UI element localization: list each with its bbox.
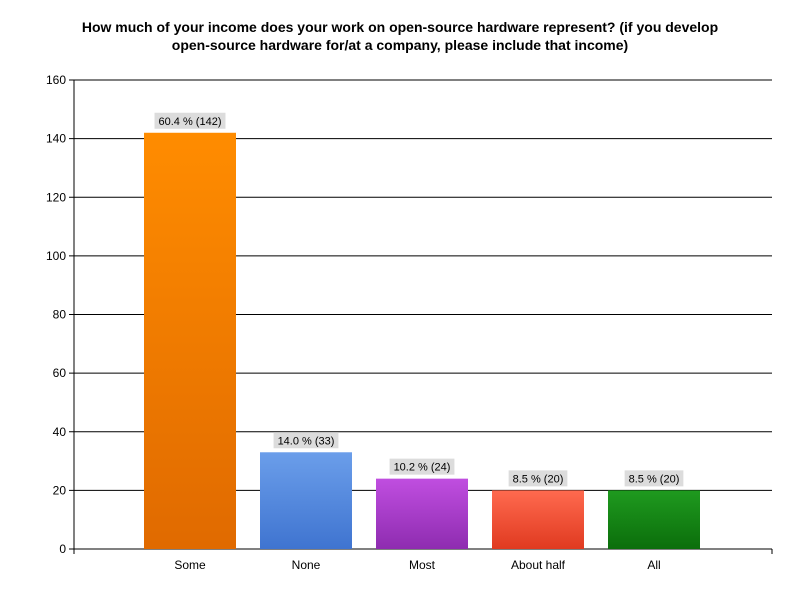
chart-title: How much of your income does your work o… <box>82 19 718 53</box>
data-label: 60.4 % (142) <box>154 112 226 129</box>
y-tick-label: 140 <box>46 132 66 146</box>
y-tick-label: 40 <box>53 425 67 439</box>
bar-about-half <box>492 490 584 549</box>
data-label-text: 60.4 % (142) <box>159 116 222 128</box>
y-tick-label: 0 <box>59 542 66 556</box>
chart-title-line-2: open-source hardware for/at a company, p… <box>172 37 628 53</box>
y-tick-label: 160 <box>46 73 66 87</box>
bar-all <box>608 490 700 549</box>
data-label-box <box>624 470 684 487</box>
y-tick-label: 80 <box>53 308 67 322</box>
data-label-text: 10.2 % (24) <box>394 462 451 474</box>
data-label: 8.5 % (20) <box>624 470 684 487</box>
chart-title-line-1: How much of your income does your work o… <box>82 19 718 35</box>
data-labels: 60.4 % (142) 14.0 % (33) 10.2 % (24) 8.5 % … <box>154 112 684 487</box>
data-label-box <box>154 112 226 129</box>
data-label: 14.0 % (33) <box>273 432 339 449</box>
data-label-text: 14.0 % (33) <box>278 435 335 447</box>
data-label: 10.2 % (24) <box>389 458 455 475</box>
bar-most <box>376 478 468 549</box>
x-tick-label: Most <box>409 558 436 572</box>
y-tick-label: 120 <box>46 190 66 204</box>
x-tick-label: All <box>647 558 660 572</box>
x-tick-label: About half <box>511 558 566 572</box>
data-label: 8.5 % (20) <box>508 470 568 487</box>
y-tick-label: 20 <box>53 483 67 497</box>
data-label-box <box>273 432 339 449</box>
bars <box>144 132 700 549</box>
bar-none <box>260 452 352 549</box>
x-tick-label: Some <box>174 558 206 572</box>
bar-some <box>144 132 236 549</box>
data-label-text: 8.5 % (20) <box>629 473 680 485</box>
y-tick-label: 100 <box>46 249 66 263</box>
y-tick-label: 60 <box>53 366 67 380</box>
data-label-text: 8.5 % (20) <box>513 473 564 485</box>
x-tick-label: None <box>292 558 321 572</box>
data-label-box <box>508 470 568 487</box>
data-label-box <box>389 458 455 475</box>
x-axis: Some None Most About half All <box>73 548 773 572</box>
y-axis: 0 20 40 60 80 100 120 140 160 <box>46 73 75 556</box>
